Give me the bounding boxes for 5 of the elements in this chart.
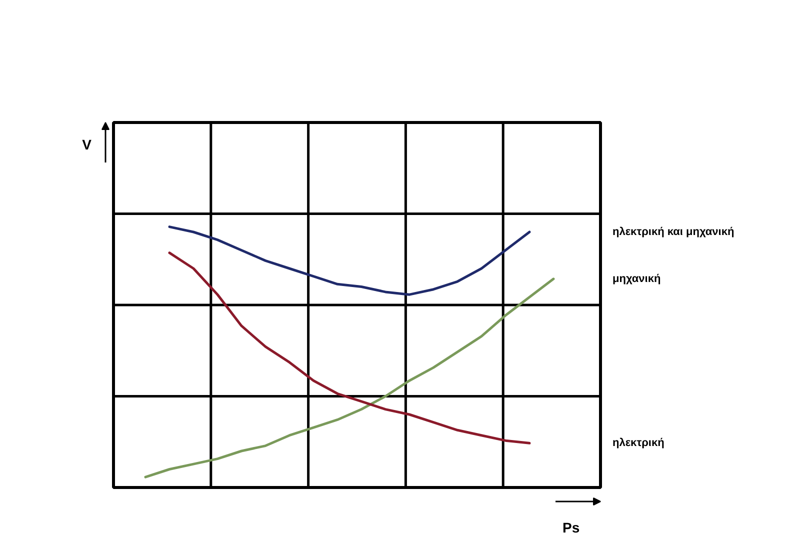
x-axis-title: Ps (562, 520, 580, 536)
text: ηλεκτρική και μηχανική (612, 226, 734, 238)
text: ηλεκτρική (612, 437, 665, 450)
text: μηχανική (612, 272, 661, 285)
text: V (82, 136, 92, 152)
